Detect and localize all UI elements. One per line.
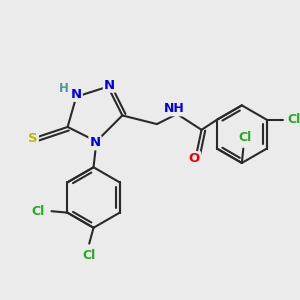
- Text: N: N: [104, 79, 115, 92]
- Text: Cl: Cl: [287, 113, 300, 126]
- Text: S: S: [28, 132, 38, 145]
- Text: NH: NH: [164, 102, 185, 115]
- Text: Cl: Cl: [82, 249, 96, 262]
- Text: N: N: [89, 136, 100, 149]
- Text: N: N: [71, 88, 82, 101]
- Text: Cl: Cl: [238, 130, 251, 143]
- Text: O: O: [189, 152, 200, 165]
- Text: H: H: [59, 82, 69, 94]
- Text: Cl: Cl: [31, 205, 44, 218]
